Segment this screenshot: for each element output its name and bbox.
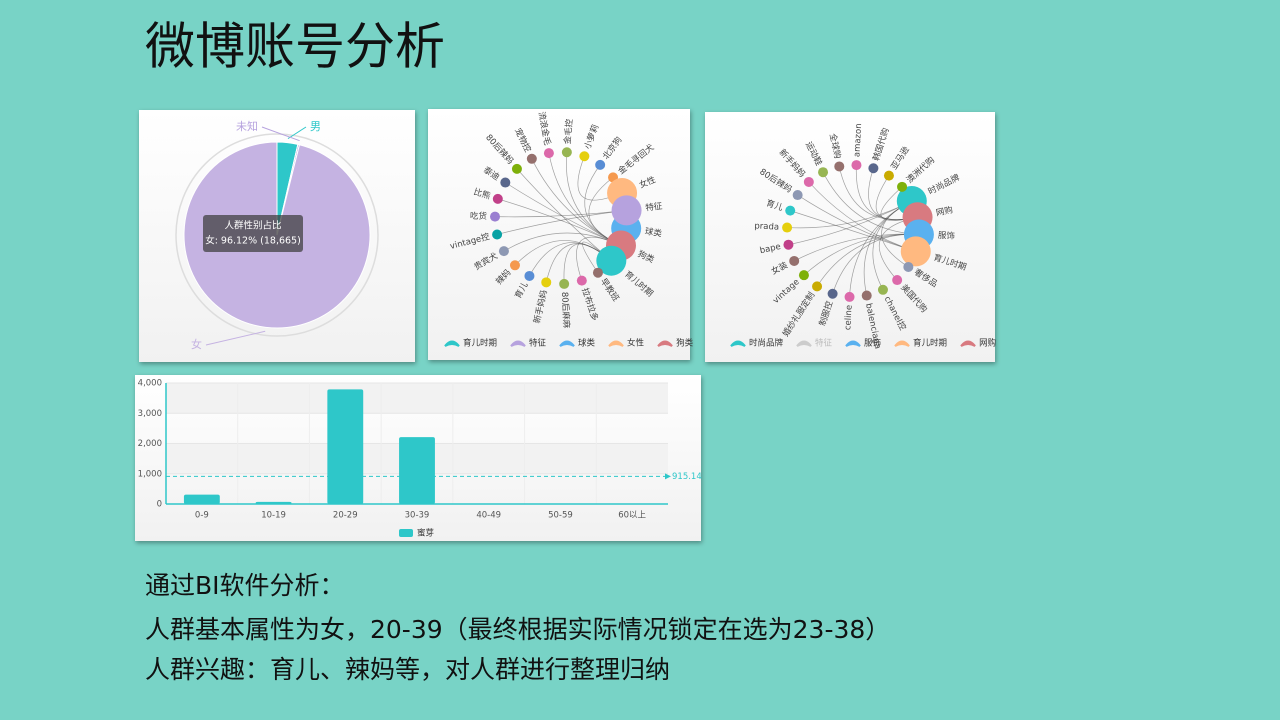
average-label: 915.14 [672,472,702,482]
node [793,190,803,200]
node [527,154,537,164]
node [818,167,828,177]
node [579,151,589,161]
legend-label: 女性 [627,338,645,349]
node [544,148,554,158]
x-tick-label: 60以上 [618,511,646,521]
y-tick-label: 3,000 [138,409,162,419]
legend-label: 育儿时期 [913,338,947,349]
node-label: 金毛控 [562,118,575,145]
legend-label: 时尚品牌 [749,338,784,349]
node [593,268,603,278]
node [524,271,534,281]
node [799,270,809,280]
tooltip-title: 人群性别占比 [224,220,281,232]
node [828,289,838,299]
node [499,246,509,256]
slice-label: 未知 [236,119,258,133]
node [845,292,855,302]
legend-label: 球类 [578,338,596,349]
legend-label: 狗类 [676,338,694,349]
node-label: 吃货 [470,211,488,222]
x-tick-label: 20-29 [333,511,358,521]
node [782,223,792,233]
split-area [166,383,668,413]
node [868,163,878,173]
node [490,212,500,222]
node [577,276,587,286]
node-label: 服饰 [938,230,956,242]
node [862,291,872,301]
bar [399,437,435,504]
x-tick-label: 40-49 [476,511,501,521]
node [851,160,861,170]
bar [184,495,220,504]
node [559,279,569,289]
y-tick-label: 4,000 [138,379,162,389]
node [878,285,888,295]
y-tick-label: 1,000 [138,469,162,479]
legend-icon [399,529,413,537]
node [512,164,522,174]
node [783,240,793,250]
legend-label: 特征 [529,338,547,349]
node-label: celine [843,305,854,331]
node-label: amazon [852,123,864,157]
node [789,256,799,266]
slice-label: 女 [191,337,202,351]
node [892,275,902,285]
node [785,206,795,216]
node [903,262,913,272]
bar [327,389,363,504]
note: 人群基本属性为女，20-39（最终根据实际情况锁定在选为23-38） [145,615,890,644]
node [884,171,894,181]
y-tick-label: 0 [157,500,162,510]
node [562,147,572,157]
legend-label: 特征 [815,338,833,349]
y-tick-label: 2,000 [138,439,162,449]
x-tick-label: 30-39 [405,511,430,521]
node [595,160,605,170]
legend-label: 蜜芽 [417,528,434,539]
node [493,194,503,204]
node [541,277,551,287]
legend-label: 育儿时期 [463,338,497,349]
node [812,281,822,291]
note: 人群兴趣：育儿、辣妈等，对人群进行整理归纳 [145,655,670,684]
legend-label: 网购 [979,338,996,349]
node [492,230,502,240]
node [510,260,520,270]
x-tick-label: 0-9 [195,511,209,521]
node-label: 特征 [645,201,664,214]
node [804,177,814,187]
note: 通过BI软件分析： [145,571,345,600]
x-tick-label: 10-19 [261,511,286,521]
slide-title: 微博账号分析 [145,18,445,76]
legend-label: 服饰 [864,338,882,349]
node [897,182,907,192]
hub-node [901,236,931,266]
node-label: 80后麻麻 [559,292,572,329]
slice-label: 男 [310,120,321,133]
node [500,178,510,188]
tooltip-text: 女: 96.12% (18,665) [205,235,301,247]
hub-node [612,195,642,225]
node-label: prada [754,221,779,232]
node [834,161,844,171]
x-tick-label: 50-59 [548,511,573,521]
